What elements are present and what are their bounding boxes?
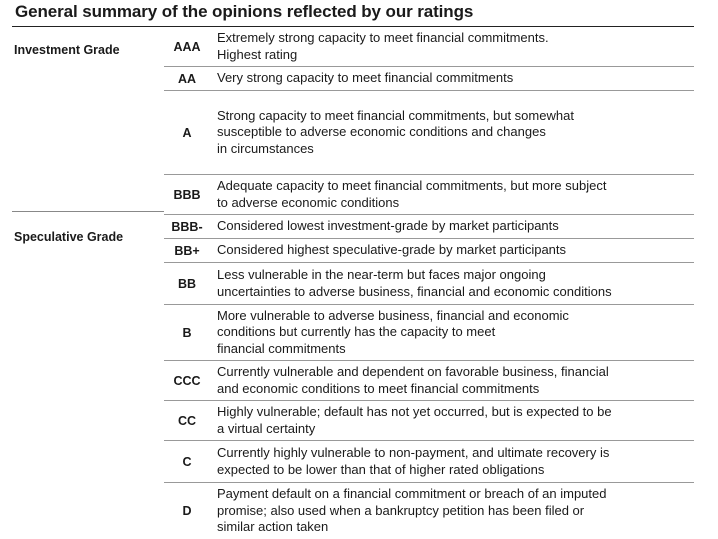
rating-row-d: D Payment default on a financial commitm…: [164, 483, 694, 539]
rating-row-aaa: AAA Extremely strong capacity to meet fi…: [164, 27, 694, 67]
rating-description: Considered highest speculative-grade by …: [217, 242, 567, 258]
rating-description: Considered lowest investment-grade by ma…: [217, 218, 559, 234]
group-divider: [12, 211, 164, 212]
rating-row-aa: AA Very strong capacity to meet financia…: [164, 67, 694, 91]
group-label-speculative: Speculative Grade: [14, 230, 124, 244]
rating-code: A: [182, 125, 192, 140]
rating-code: CC: [177, 413, 197, 428]
rating-code: CCC: [173, 373, 201, 388]
rating-code: C: [182, 454, 192, 469]
rating-description: Payment default on a financial commitmen…: [217, 486, 607, 535]
rating-row-bb: BB Less vulnerable in the near-term but …: [164, 263, 694, 305]
rating-row-bb-plus: BB+ Considered highest speculative-grade…: [164, 239, 694, 263]
rating-code: BBB: [173, 187, 201, 202]
rating-code: B: [182, 325, 192, 340]
rating-row-bbb-minus: BBB- Considered lowest investment-grade …: [164, 215, 694, 239]
rating-description: Adequate capacity to meet financial comm…: [217, 178, 607, 210]
rating-row-b: B More vulnerable to adverse business, f…: [164, 305, 694, 361]
rating-code: D: [182, 504, 192, 518]
rating-description: Strong capacity to meet financial commit…: [217, 107, 574, 156]
rating-code: BB: [177, 276, 197, 291]
rating-description: Extremely strong capacity to meet financ…: [217, 30, 549, 62]
rating-row-c: C Currently highly vulnerable to non-pay…: [164, 441, 694, 483]
rating-row-bbb: BBB Adequate capacity to meet financial …: [164, 175, 694, 215]
rating-description: Currently vulnerable and dependent on fa…: [217, 364, 609, 396]
page-title: General summary of the opinions reflecte…: [15, 2, 474, 21]
rating-code: AAA: [173, 39, 201, 54]
rating-description: Currently highly vulnerable to non-payme…: [217, 445, 610, 477]
rating-description: Highly vulnerable; default has not yet o…: [217, 404, 612, 436]
rating-code: BBB-: [171, 219, 203, 234]
rating-description: Less vulnerable in the near-term but fac…: [217, 267, 612, 299]
rating-code: AA: [177, 71, 197, 86]
rating-row-ccc: CCC Currently vulnerable and dependent o…: [164, 361, 694, 401]
rating-code: BB+: [174, 243, 200, 258]
rating-row-a: A Strong capacity to meet financial comm…: [164, 91, 694, 175]
rating-description: Very strong capacity to meet financial c…: [217, 70, 514, 86]
rating-row-cc: CC Highly vulnerable; default has not ye…: [164, 401, 694, 441]
title-divider: [12, 26, 694, 27]
group-label-investment: Investment Grade: [14, 43, 120, 57]
rating-description: More vulnerable to adverse business, fin…: [217, 307, 569, 356]
